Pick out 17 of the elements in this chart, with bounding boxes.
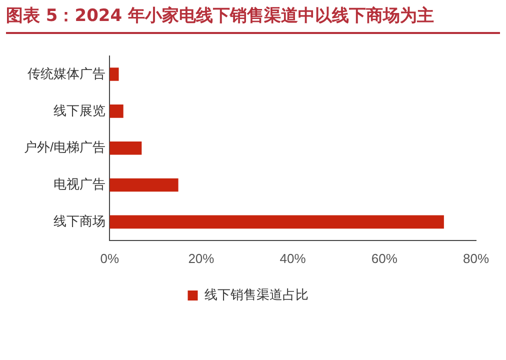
x-tick-label: 0% bbox=[100, 250, 120, 266]
y-tick-label: 电视广告 bbox=[54, 176, 106, 192]
x-tick-label: 40% bbox=[280, 250, 306, 266]
y-tick-label: 户外/电梯广告 bbox=[24, 140, 106, 155]
bar bbox=[110, 178, 178, 192]
legend-label: 线下销售渠道占比 bbox=[204, 287, 308, 302]
y-tick-label: 线下展览 bbox=[54, 102, 106, 118]
x-tick-label: 60% bbox=[371, 250, 398, 266]
x-tick-label: 80% bbox=[462, 250, 490, 266]
bar bbox=[110, 215, 444, 229]
chart-title: 图表 5：2024 年小家电线下销售渠道中以线下商场为主 bbox=[6, 4, 500, 34]
y-tick-label: 线下商场 bbox=[54, 214, 106, 229]
y-tick-label: 传统媒体广告 bbox=[28, 66, 106, 81]
x-tick-label: 20% bbox=[188, 250, 215, 266]
bar bbox=[110, 141, 142, 155]
bar bbox=[110, 68, 119, 81]
bar bbox=[110, 104, 124, 118]
